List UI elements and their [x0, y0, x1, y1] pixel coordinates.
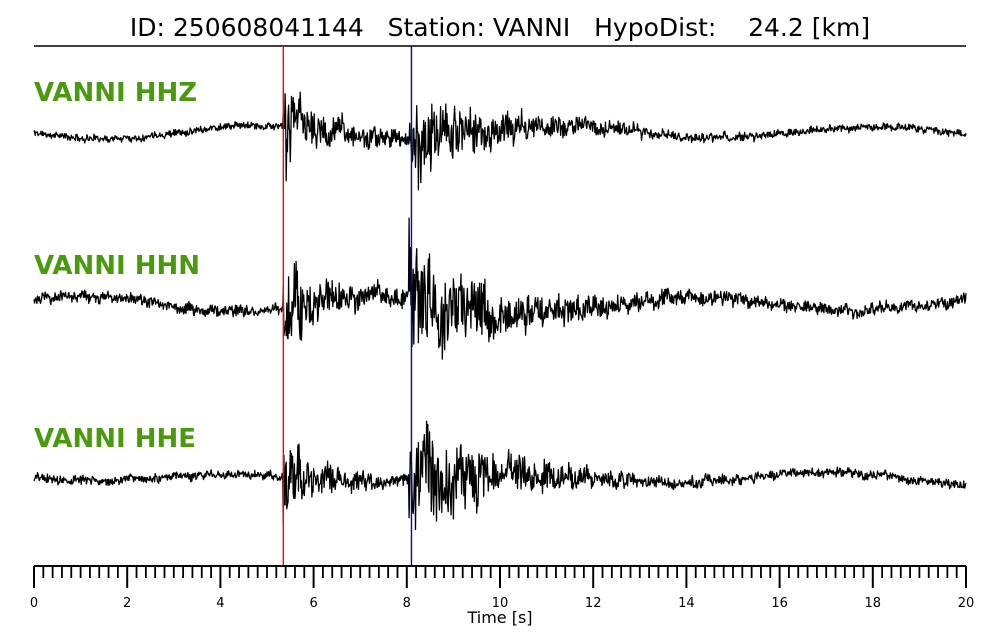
trace-1 [33, 91, 967, 191]
x-tick-label: 12 [585, 596, 602, 611]
event-id: 250608041144 [173, 13, 364, 42]
x-tick-label: 16 [771, 596, 788, 611]
trace-2 [33, 217, 967, 360]
hypodist-label: HypoDist: [594, 13, 716, 42]
x-tick-label: 18 [865, 596, 882, 611]
hypodist-value: 24.2 [748, 13, 804, 42]
trace-group: VANNI HHZ VANNI HHN VANNI HHE [33, 78, 967, 531]
x-tick-label: 4 [216, 596, 224, 611]
x-axis-label: Time [s] [466, 608, 532, 627]
id-label: ID: [130, 13, 165, 42]
x-tick-label: 6 [309, 596, 317, 611]
x-tick-label: 20 [958, 596, 975, 611]
trace-3 [33, 420, 967, 531]
chart-header: ID: 250608041144 Station: VANNI HypoDist… [130, 13, 870, 42]
x-tick-label: 8 [403, 596, 411, 611]
x-tick-label: 2 [123, 596, 131, 611]
channel-label-3: VANNI HHE [34, 424, 196, 454]
hypodist-unit: [km] [812, 13, 870, 42]
channel-label-1: VANNI HHZ [34, 78, 197, 108]
station-label: Station: [388, 13, 485, 42]
x-axis: 0 2 4 6 8 10 12 14 16 18 20 [30, 565, 975, 611]
channel-label-2: VANNI HHN [34, 251, 200, 281]
phase-picks [282, 46, 413, 566]
x-tick-label: 10 [492, 596, 509, 611]
station-name: VANNI [493, 13, 570, 42]
x-tick-label: 0 [30, 596, 38, 611]
x-tick-label: 14 [678, 596, 695, 611]
